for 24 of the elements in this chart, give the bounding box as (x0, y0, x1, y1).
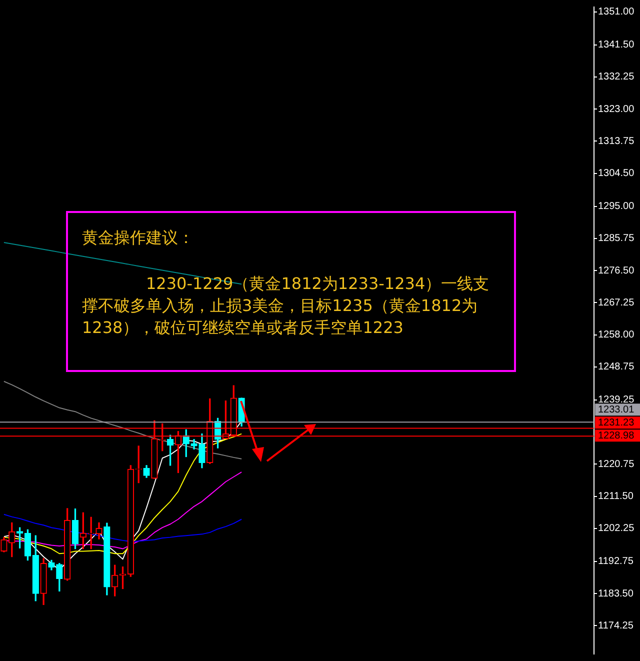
y-tick-label: 1295.00 (598, 201, 635, 212)
y-tick-label: 1211.50 (598, 491, 634, 502)
y-tick-label: 1276.50 (598, 265, 635, 276)
y-tick-label: 1202.25 (598, 523, 635, 534)
y-tick-label: 1183.50 (598, 588, 634, 600)
ref-line-label: 1228.98 (598, 430, 635, 442)
y-tick-label: 1239.25 (598, 394, 635, 406)
y-tick-label: 1220.75 (598, 458, 635, 470)
ref-line-label: 1233.01 (598, 404, 635, 416)
annotation: 1230-1229（黄金1812为1233-1234）一线支撑不破多单入场，止损3美金，目标1235（黄金1812为1238），破位可继续空单或者反手空单1223 (82, 273, 490, 339)
annotation: 黄金操作建议： (82, 227, 195, 249)
y-tick-label: 1323.00 (598, 104, 635, 115)
y-tick-label: 1304.50 (598, 168, 635, 180)
y-tick-label: 1174.25 (598, 620, 634, 632)
y-tick-label: 1332.25 (598, 72, 635, 83)
y-tick-label: 1248.75 (598, 362, 635, 373)
y-tick-label: 1351.00 (598, 6, 635, 18)
y-tick-label: 1313.75 (598, 136, 635, 147)
y-tick-label: 1285.75 (598, 233, 635, 244)
y-tick-label: 1258.00 (598, 330, 635, 341)
y-tick-label: 1341.50 (598, 40, 635, 51)
y-tick-label: 1267.25 (598, 297, 635, 308)
y-tick-label: 1192.75 (598, 556, 634, 568)
ref-line-label: 1231.23 (598, 417, 635, 428)
